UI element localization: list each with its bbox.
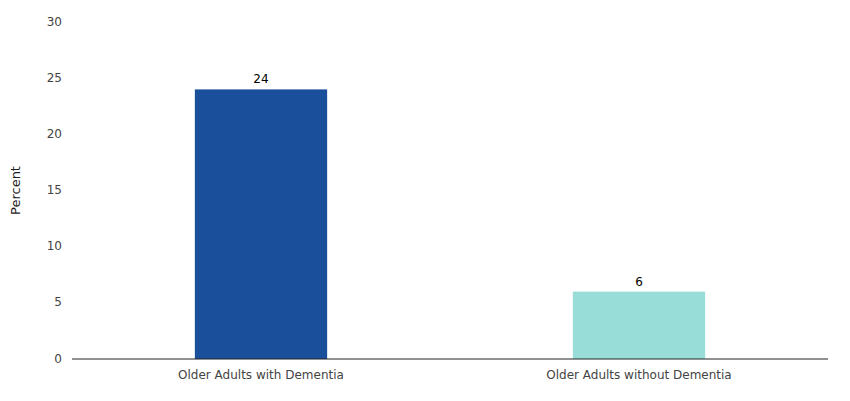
y-tick-label: 5 <box>54 295 62 309</box>
y-tick-label: 10 <box>47 239 62 253</box>
page: {"chart_data": {"type": "bar", "categori… <box>0 0 850 401</box>
bar <box>195 89 327 359</box>
y-tick-label: 30 <box>47 15 62 29</box>
x-tick-label: Older Adults with Dementia <box>178 368 344 382</box>
y-axis: 0 5 10 15 20 25 30 <box>47 15 62 366</box>
chart-svg: 0 5 10 15 20 25 30 Percent 24 6 Older Adults with … <box>0 0 850 401</box>
y-tick-label: 15 <box>47 183 62 197</box>
y-tick-label: 20 <box>47 127 62 141</box>
data-label: 6 <box>635 275 643 289</box>
bars <box>195 89 705 359</box>
data-labels: 24 6 <box>253 72 642 288</box>
chart-container: 0 5 10 15 20 25 30 Percent 24 6 Older Adults with … <box>0 0 850 401</box>
y-axis-label: Percent <box>8 166 23 215</box>
y-tick-label: 0 <box>54 352 62 366</box>
x-axis: Older Adults with Dementia Older Adults w… <box>178 368 732 382</box>
data-label: 24 <box>253 72 268 86</box>
bar <box>573 292 705 359</box>
x-tick-label: Older Adults without Dementia <box>546 368 731 382</box>
x-axis-line <box>72 359 828 360</box>
y-tick-label: 25 <box>47 71 62 85</box>
